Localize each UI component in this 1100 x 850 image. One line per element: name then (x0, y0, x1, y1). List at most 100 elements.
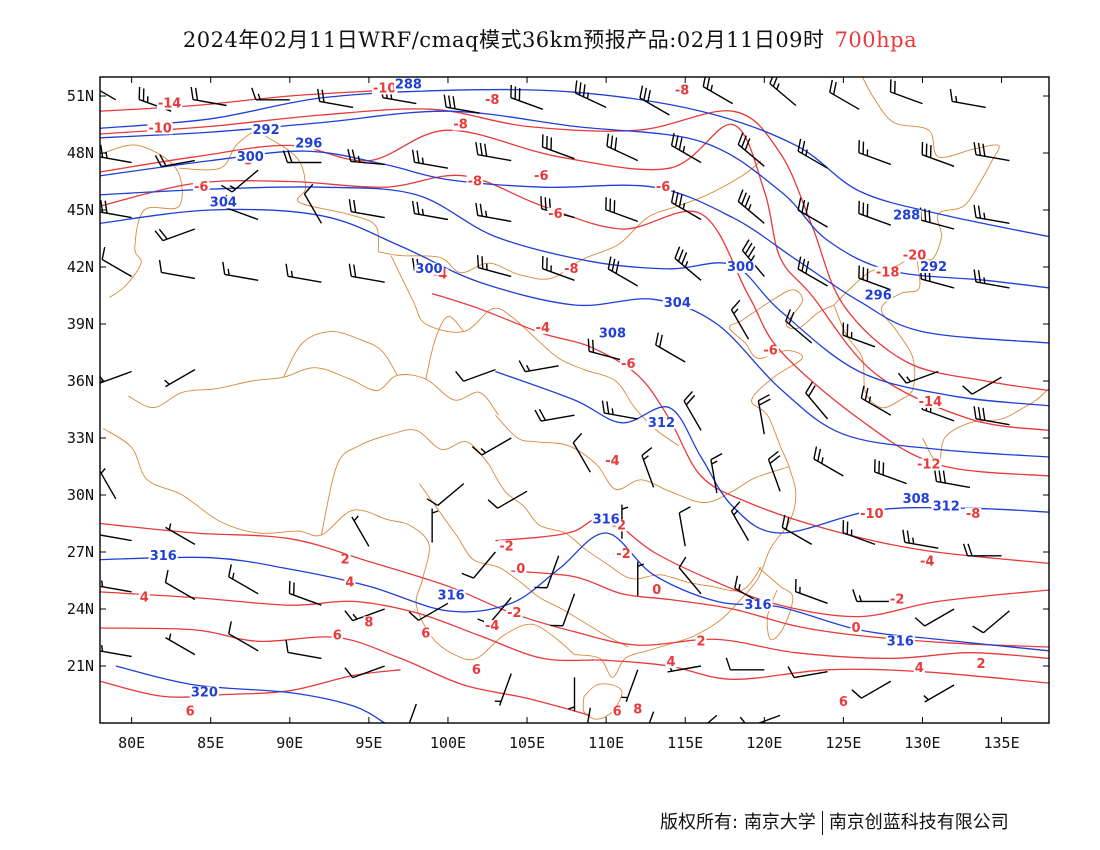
contour-label-bg (547, 207, 564, 220)
wind-barb (154, 154, 196, 168)
wind-barb (781, 514, 813, 546)
temperature-contour-label: -4 (920, 555, 934, 570)
wind-barb (889, 79, 923, 105)
footer-separator (821, 811, 823, 835)
temperature-contour-label: -18 (876, 266, 900, 281)
lat-label: 45N (67, 201, 94, 219)
wind-barb-layer (100, 77, 1010, 723)
temperature-contour-label: -8 (966, 507, 980, 522)
contour-label-bg (147, 122, 173, 135)
contour-label-bg (193, 181, 210, 194)
temperature-contour-label: 0 (652, 583, 661, 598)
wind-barb (683, 391, 702, 431)
contour-label-bg (917, 395, 944, 408)
wind-barb (475, 142, 512, 162)
temperature-contour-label: -10 (373, 81, 397, 96)
contour-label-layer: -14-10-10-8-8-6-6-4-4-2-20022446688-8-8-… (138, 78, 987, 720)
wind-barb (874, 459, 907, 485)
wind-barb (408, 602, 449, 621)
wind-barb (767, 450, 781, 492)
contour-label-bg (918, 555, 936, 568)
wind-barb (541, 134, 575, 160)
contour-label-bg (436, 589, 466, 602)
contour-label-bg (420, 627, 432, 640)
contour-label-bg (604, 454, 621, 467)
temperature-contour (100, 522, 1049, 660)
wind-barb (706, 714, 718, 723)
wind-barb (858, 200, 892, 226)
wind-barb (858, 265, 892, 291)
wind-barb (973, 269, 1010, 289)
height-contour-label: 300 (415, 262, 442, 277)
wind-barb (757, 394, 771, 435)
wind-barb (648, 711, 655, 723)
wind-barb (607, 256, 639, 287)
height-contour-label: 316 (438, 589, 465, 604)
contour-label-bg (533, 169, 550, 182)
wind-barb (621, 669, 639, 702)
wind-barb (794, 579, 828, 604)
temperature-contour (511, 570, 1049, 648)
pressure-level-label: 700hpa (834, 28, 918, 52)
temperature-contour-label: 4 (666, 655, 675, 670)
contour-label-bg (138, 591, 150, 604)
lat-label: 48N (67, 144, 94, 162)
temperature-contour-label: -8 (675, 83, 689, 98)
temperature-contour (100, 174, 1049, 477)
contour-label-bg (964, 508, 982, 520)
wind-barb (518, 360, 559, 373)
contour-label-bg (863, 289, 893, 302)
wind-barb (670, 189, 702, 221)
wind-barb (411, 200, 449, 221)
contour-label-bg (515, 563, 527, 576)
temperature-contour (431, 292, 1049, 565)
contour-label-bg (597, 327, 628, 340)
temperature-contour-label: 6 (613, 705, 622, 720)
wind-barb (487, 490, 528, 509)
contour-label-bg (563, 262, 580, 275)
temperature-contour-label: -6 (194, 180, 208, 195)
contour-label-bg (534, 321, 552, 334)
temperature-contour-label: -6 (534, 169, 548, 184)
map-frame (99, 76, 1050, 724)
temperature-contour-label: -10 (860, 507, 884, 522)
temperature-contour (100, 108, 1049, 392)
height-contour-label: 292 (253, 123, 280, 138)
wind-barb (730, 501, 750, 541)
temperature-contour-label: -14 (919, 395, 943, 410)
wind-barb (962, 376, 1002, 395)
contour-label-bg (931, 500, 961, 513)
height-contour-label: 288 (395, 78, 422, 93)
lat-label: 36N (67, 372, 94, 390)
wind-barb (494, 673, 512, 706)
border-line (254, 129, 380, 252)
wind-barb (303, 183, 323, 224)
temperature-contour-label: -6 (656, 180, 670, 195)
wind-barb (962, 543, 1002, 557)
copyright-footer: 版权所有: 南京大学 南京创蓝科技有限公司 (660, 808, 1009, 835)
wind-barb (641, 447, 655, 488)
height-contour-label: 296 (865, 289, 892, 304)
contour-label-bg (837, 696, 849, 709)
temperature-contour-label: 0 (852, 621, 861, 636)
wind-barb (973, 204, 1010, 224)
map-title: 2024年02月11日WRF/cmaq模式36km预报产品:02月11日09时 7… (0, 24, 1100, 54)
wind-barb (914, 608, 955, 627)
contour-label-bg (726, 261, 756, 273)
lon-label: 95E (355, 734, 382, 752)
border-line (128, 367, 499, 416)
border-line (488, 464, 762, 592)
wind-barb (164, 368, 196, 388)
lat-label: 33N (67, 429, 94, 447)
wind-barb (443, 94, 480, 114)
wind-barb (228, 564, 259, 595)
lon-label: 115E (667, 734, 703, 752)
wind-barb (842, 520, 876, 546)
wind-barb (408, 703, 417, 723)
wind-barb (471, 437, 512, 456)
temperature-contour-label: -12 (917, 458, 941, 473)
lat-label: 24N (67, 600, 94, 618)
lat-label: 30N (67, 486, 94, 504)
wind-barb (769, 77, 797, 107)
lon-label: 85E (197, 734, 224, 752)
